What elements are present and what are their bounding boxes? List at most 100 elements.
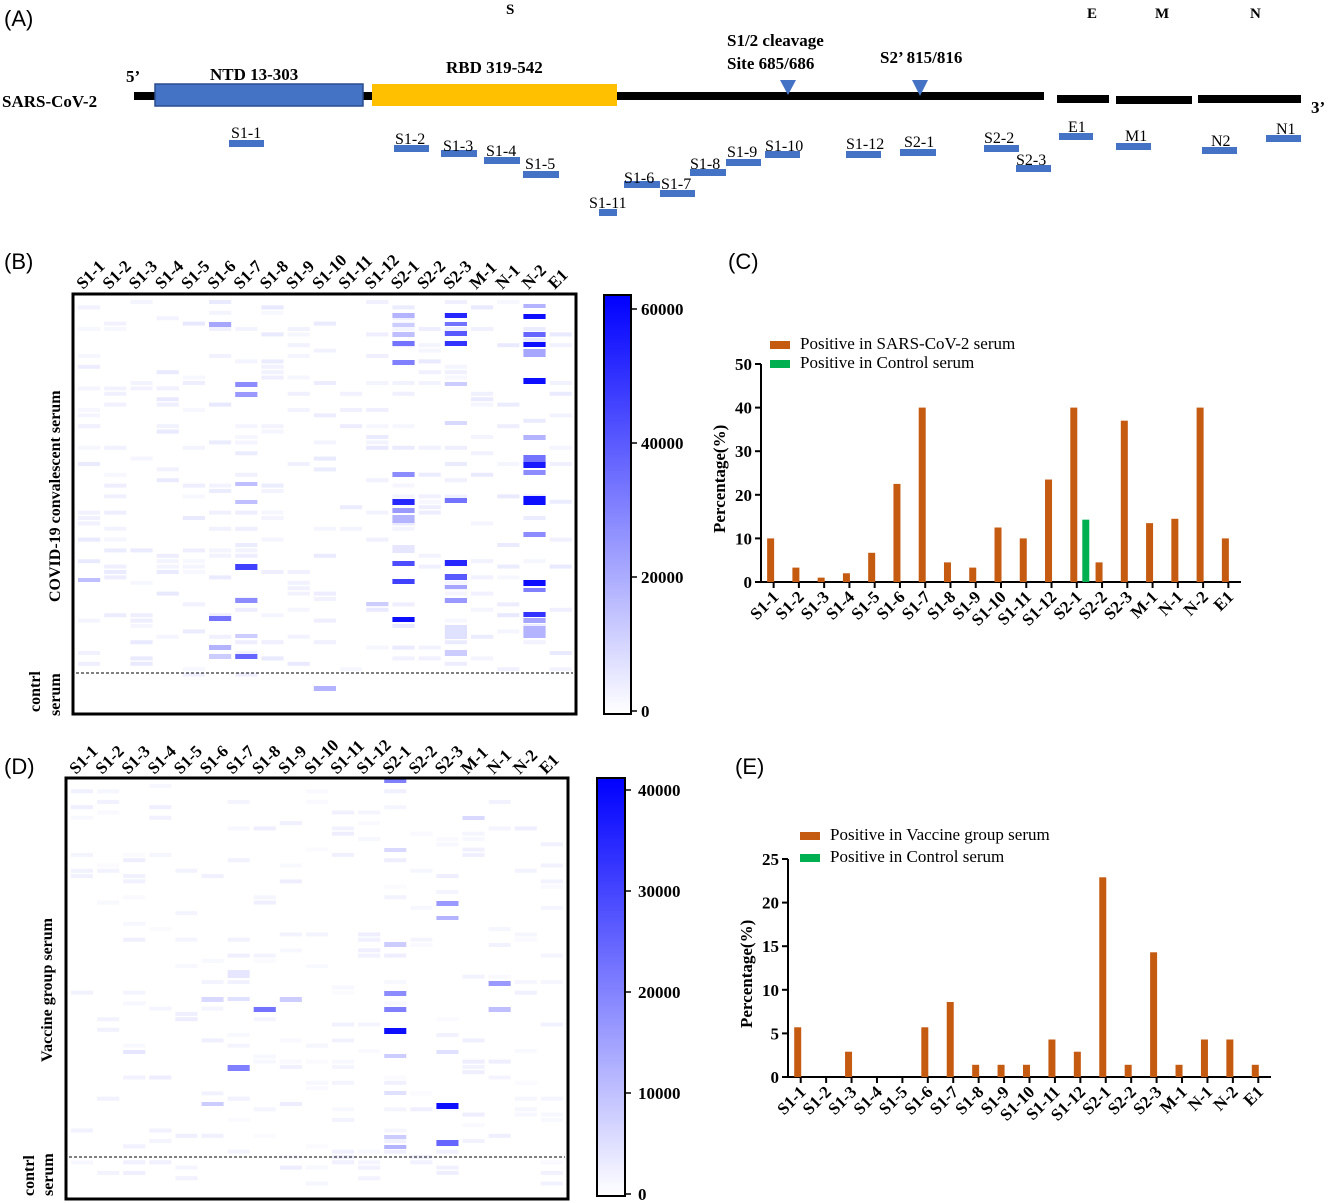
bar-positive-in-sars-cov-2-serum-s1-9 <box>969 567 977 582</box>
heatmap-cell <box>444 618 467 623</box>
heatmap-cell <box>366 300 389 304</box>
heatmap-cell <box>261 489 284 493</box>
heatmap-cell <box>261 613 284 618</box>
peptide-label-s1-4: S1-4 <box>486 143 516 160</box>
heatmap-cell <box>71 815 94 820</box>
bar-positive-in-vaccine-group-serum-s1-1 <box>794 1027 802 1077</box>
heatmap-cell <box>471 391 494 396</box>
heatmap-cell <box>471 327 494 331</box>
legend-label-positive-in-control-serum: Positive in Control serum <box>800 353 974 372</box>
heatmap-cell <box>392 656 415 661</box>
heatmap-cell <box>253 1054 276 1059</box>
heatmap-cell <box>436 1165 459 1170</box>
heatmap-cell <box>71 874 94 879</box>
legend-swatch-positive-in-control-serum <box>800 854 820 862</box>
ntd-label: NTD 13-303 <box>210 65 298 84</box>
heatmap-cell <box>384 1128 407 1133</box>
peptide-bar-s1-4 <box>484 157 520 164</box>
heatmap-cell <box>279 1102 302 1106</box>
heatmap-cell <box>235 327 258 331</box>
heatmap-cell <box>392 545 415 553</box>
heatmap-cell <box>523 304 546 308</box>
heatmap-cell <box>392 617 415 622</box>
heatmap-cell <box>392 483 415 488</box>
panel-label-e: (E) <box>735 754 764 779</box>
heatmap-column-label-n-2: N-2 <box>509 746 541 778</box>
heatmap-cell <box>97 863 120 868</box>
heatmap-cell <box>104 575 127 580</box>
heatmap-cell <box>540 1112 563 1117</box>
heatmap-cell <box>313 553 336 558</box>
heatmap-cell <box>497 564 520 569</box>
heatmap-cell <box>175 1017 198 1022</box>
heatmap-cell <box>471 591 494 596</box>
heatmap-cell <box>444 591 467 596</box>
heatmap-cell <box>261 516 284 520</box>
heatmap-cell <box>175 1165 198 1170</box>
heatmap-cell <box>235 640 258 645</box>
heatmap-cell <box>123 879 146 884</box>
heatmap-cell <box>253 1059 276 1064</box>
heatmap-cell <box>279 1059 302 1064</box>
heatmap-cell <box>392 332 415 337</box>
peptide-bar-s2-3 <box>1016 165 1051 172</box>
heatmap-cell <box>471 435 494 439</box>
peptide-bar-s1-9 <box>726 159 761 166</box>
heatmap-cell <box>444 498 467 503</box>
ntd-domain-box <box>154 83 364 107</box>
heatmap-cell <box>332 1155 355 1159</box>
heatmap-cell <box>71 990 94 995</box>
heatmap-cell <box>384 1001 407 1006</box>
heatmap-cell <box>540 1160 563 1165</box>
heatmap-cell <box>436 916 459 920</box>
heatmap-cell <box>130 300 153 304</box>
heatmap-cell <box>201 1091 224 1096</box>
heatmap-b-ylabel: COVID-19 convalescent serum <box>47 390 64 602</box>
heatmap-cell <box>462 1059 485 1064</box>
heatmap-cell <box>279 821 302 826</box>
heatmap-cell <box>340 667 363 672</box>
heatmap-cell <box>123 1170 146 1175</box>
bar-positive-in-sars-cov-2-serum-s1-10 <box>994 527 1002 582</box>
heatmap-cell <box>462 847 485 852</box>
heatmap-cell <box>488 981 511 986</box>
heatmap-cell <box>227 1096 250 1101</box>
colorbar-tick-label: 0 <box>641 702 650 721</box>
heatmap-cell <box>444 574 467 580</box>
bar-positive-in-sars-cov-2-serum-s1-6 <box>893 483 901 582</box>
heatmap-cell <box>366 602 389 606</box>
heatmap-cell <box>444 382 467 386</box>
heatmap-cell <box>261 370 284 375</box>
heatmap-cell <box>358 1049 381 1053</box>
heatmap-cell <box>156 397 179 402</box>
rbd-domain-box <box>372 84 617 106</box>
bar-positive-in-sars-cov-2-serum-s1-3 <box>817 577 825 582</box>
heatmap-cell <box>436 842 459 847</box>
heatmap-cell <box>78 578 101 582</box>
panel-label-a: (A) <box>4 6 33 31</box>
heatmap-cell <box>384 1145 407 1149</box>
peptide-label-s1-1: S1-1 <box>231 125 261 142</box>
bar-positive-in-vaccine-group-serum-s2-2 <box>1124 1064 1132 1077</box>
heatmap-cell <box>209 645 232 650</box>
heatmap-cell <box>523 532 546 537</box>
heatmap-cell <box>261 305 284 310</box>
heatmap-cell <box>235 553 258 558</box>
heatmap-cell <box>235 672 258 677</box>
heatmap-column-label-n-1: N-1 <box>483 746 515 778</box>
heatmap-cell <box>332 810 355 815</box>
legend-swatch-positive-in-sars-cov-2-serum <box>770 341 790 349</box>
heatmap-cell <box>227 1149 250 1154</box>
y-tick-label: 20 <box>735 486 752 505</box>
heatmap-cell <box>123 921 146 926</box>
heatmap-cell <box>235 651 258 655</box>
heatmap-cell <box>313 456 336 461</box>
y-tick-label: 25 <box>762 850 779 869</box>
heatmap-cell <box>253 900 276 905</box>
peptide-bar-s1-7 <box>660 190 695 197</box>
peptide-label-s1-5: S1-5 <box>525 156 555 173</box>
heatmap-cell <box>201 958 224 963</box>
legend-label-positive-in-control-serum: Positive in Control serum <box>830 847 1004 866</box>
heatmap-cell <box>392 521 415 526</box>
heatmap-cell <box>384 1149 407 1154</box>
